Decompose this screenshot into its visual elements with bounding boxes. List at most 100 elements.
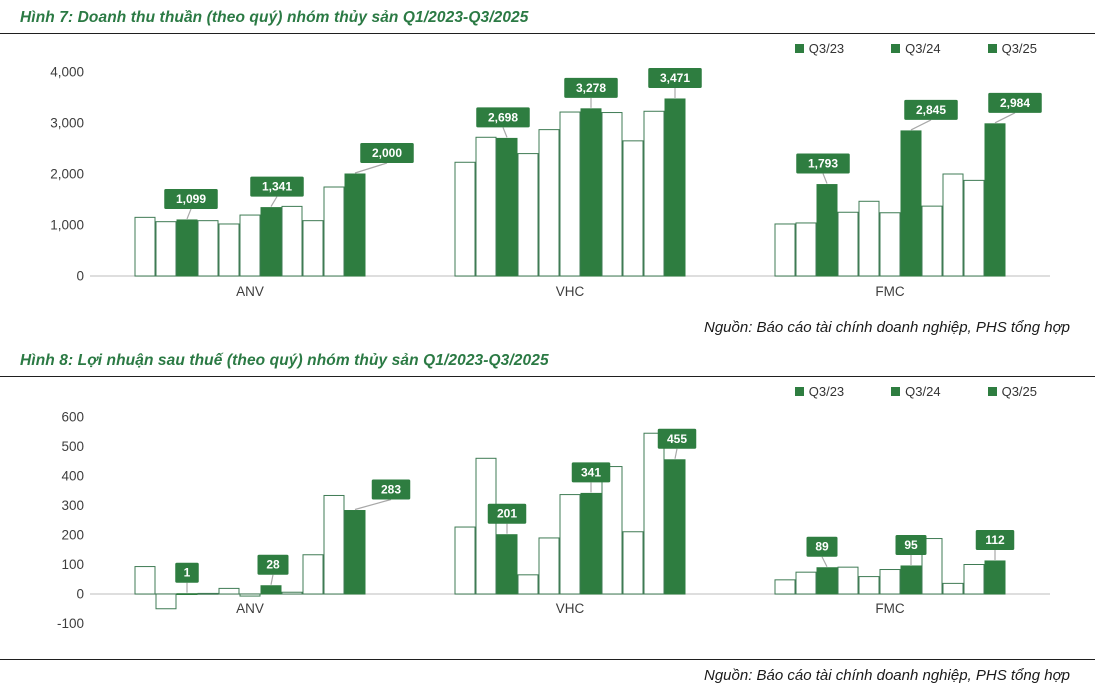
bar: [454, 161, 476, 277]
highlight-bar: [344, 510, 366, 595]
bar: [559, 111, 581, 277]
bar: [302, 220, 324, 277]
y-tick-label: 500: [61, 439, 84, 454]
highlight-bar: [984, 123, 1006, 277]
bar: [155, 593, 177, 610]
bar: [601, 466, 623, 595]
bar: [155, 221, 177, 277]
legend-swatch-icon: [891, 386, 901, 396]
value-label-box: [476, 107, 530, 128]
legend-label: Q3/23: [808, 40, 845, 56]
highlight-bar: [900, 565, 922, 595]
value-label-box: [564, 77, 618, 98]
value-label-box: [360, 143, 414, 163]
value-label: 1,341: [262, 180, 292, 194]
value-label-box: [904, 99, 958, 120]
bar: [879, 212, 901, 277]
legend-swatch-icon: [794, 386, 804, 396]
bar: [281, 591, 303, 595]
y-tick-label: 600: [61, 410, 84, 425]
y-tick-label: 4,000: [50, 65, 84, 80]
label-connector: [186, 208, 192, 220]
bar: [858, 576, 880, 595]
value-label-box: [657, 428, 697, 449]
y-tick-label: 1,000: [50, 218, 84, 233]
value-label: 112: [985, 533, 1005, 547]
category-label: ANV: [236, 601, 264, 616]
title-divider: [0, 33, 1095, 34]
value-label: 28: [266, 558, 280, 572]
bar: [837, 211, 859, 277]
value-label-box: [796, 153, 850, 174]
y-tick-label: 100: [61, 557, 84, 572]
highlight-bar: [496, 137, 518, 277]
legend-item: Q3/23: [794, 40, 845, 56]
value-label: 455: [667, 432, 687, 446]
y-tick-label: 0: [76, 269, 84, 284]
bar: [197, 220, 219, 277]
highlight-bar: [816, 567, 838, 595]
category-label: FMC: [875, 601, 904, 616]
label-connector: [822, 173, 828, 184]
highlight-bar: [260, 585, 282, 595]
y-tick-label: 300: [61, 498, 84, 513]
bar: [323, 494, 345, 595]
legend-label: Q3/24: [905, 383, 941, 399]
figure8-source: Nguồn: Báo cáo tài chính doanh nghiệp, P…: [704, 667, 1070, 684]
legend-item: Q3/24: [891, 383, 941, 399]
legend-swatch-icon: [987, 386, 997, 396]
bar: [134, 216, 156, 277]
y-tick-label: 200: [61, 528, 84, 543]
highlight-bar: [344, 173, 366, 277]
legend-swatch-icon: [987, 43, 997, 53]
value-label: 1,793: [808, 157, 838, 171]
bar: [517, 153, 539, 277]
bar: [134, 566, 156, 595]
legend-item: Q3/25: [987, 41, 1037, 56]
value-label-box: [571, 462, 611, 483]
bar: [774, 579, 796, 595]
value-label: 341: [581, 465, 601, 479]
bar: [858, 200, 880, 277]
bar: [538, 129, 560, 277]
title-divider: [0, 376, 1095, 377]
value-label: 283: [381, 483, 401, 497]
value-label: 1: [184, 566, 191, 580]
legend-label: Q3/24: [905, 40, 941, 56]
figure8-legend: Q3/23 Q3/24 Q3/25: [0, 377, 1095, 399]
bar: [538, 537, 560, 595]
bar: [197, 592, 219, 595]
highlight-bar: [900, 130, 922, 277]
y-tick-label: 3,000: [50, 116, 84, 131]
bar: [601, 112, 623, 277]
bar: [795, 222, 817, 277]
value-label-box: [988, 92, 1042, 113]
value-label-box: [895, 534, 927, 555]
legend-swatch-icon: [794, 43, 804, 53]
figure7-chart: 4,000 3,000 2,000 1,000 0 ANV VHC FMC 1,099 1,341…: [50, 65, 1050, 299]
bar: [643, 110, 665, 277]
bar: [517, 574, 539, 595]
bar: [622, 140, 644, 277]
highlight-bar: [664, 98, 686, 277]
value-label: 2,000: [372, 146, 402, 160]
bar: [963, 179, 985, 277]
label-connector: [502, 127, 508, 138]
y-tick-label: 0: [76, 587, 84, 602]
bar: [795, 571, 817, 595]
label-connector: [821, 556, 828, 568]
bar: [837, 566, 859, 595]
bar: [323, 186, 345, 277]
y-tick-label: 400: [61, 469, 84, 484]
category-label: ANV: [236, 284, 264, 299]
label-connector: [910, 119, 932, 131]
bar: [963, 564, 985, 595]
y-tick-label: -100: [57, 616, 84, 631]
bar: [921, 538, 943, 595]
bar: [239, 214, 261, 277]
legend-swatch-icon: [891, 43, 901, 53]
bar: [643, 432, 665, 595]
label-connector: [270, 574, 274, 585]
figure7-legend: Q3/23 Q3/24 Q3/25: [0, 34, 1095, 56]
label-connector: [674, 448, 678, 459]
